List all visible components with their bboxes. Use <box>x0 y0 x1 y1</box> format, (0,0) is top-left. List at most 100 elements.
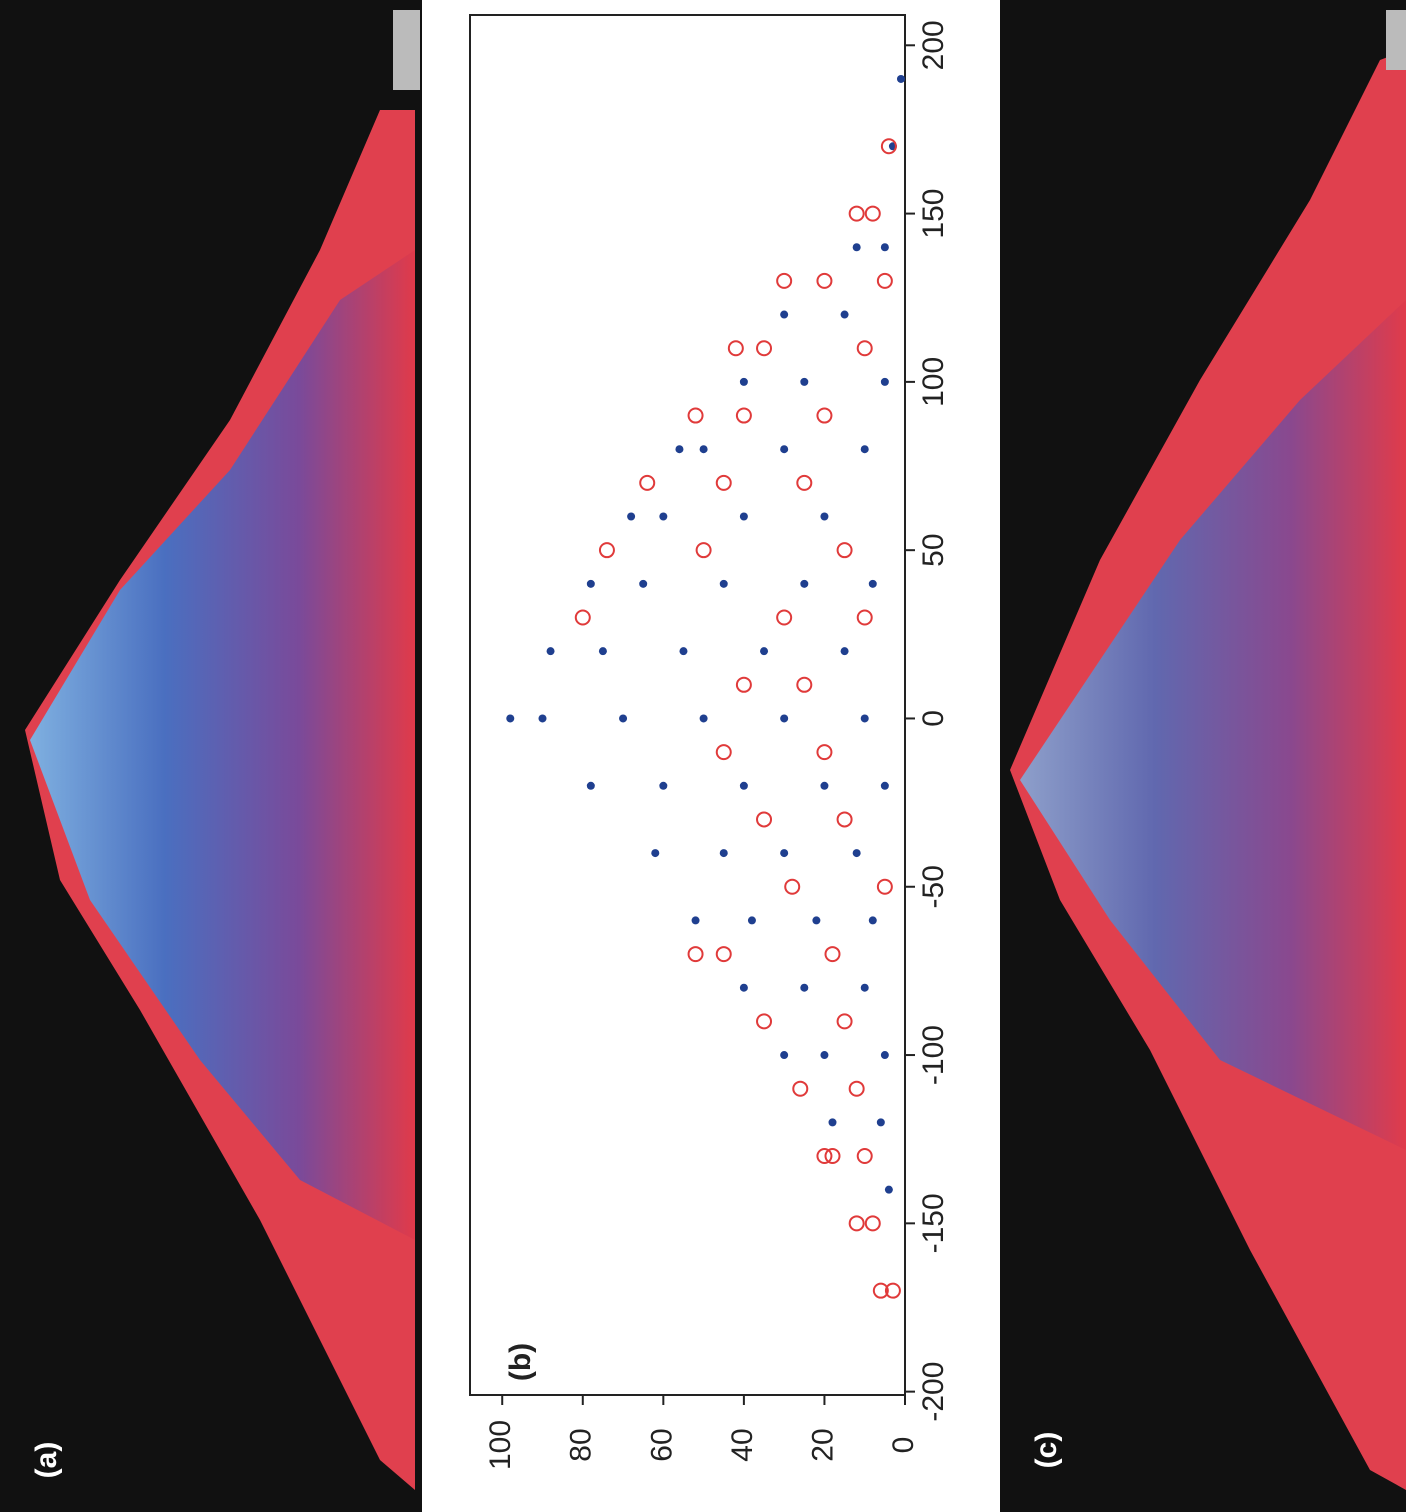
point <box>824 1148 841 1165</box>
x-tick-label: 50 <box>917 533 950 566</box>
point <box>586 579 595 588</box>
x-tick-label: -100 <box>917 1025 950 1085</box>
y-tick-label: 20 <box>806 1428 839 1461</box>
point <box>824 946 841 963</box>
point <box>820 512 829 521</box>
point <box>880 377 889 386</box>
point <box>739 512 748 521</box>
x-tick-label: -150 <box>917 1193 950 1253</box>
plot-frame <box>469 14 906 1396</box>
point <box>812 916 821 925</box>
point <box>699 445 708 454</box>
point <box>695 542 712 559</box>
point <box>756 1013 773 1030</box>
point <box>800 579 809 588</box>
point <box>780 714 789 723</box>
point <box>872 1282 889 1299</box>
point <box>836 811 853 828</box>
x-tick-label: 0 <box>917 710 950 727</box>
point <box>739 983 748 992</box>
point <box>780 849 789 858</box>
point <box>715 474 732 491</box>
point <box>880 781 889 790</box>
scale-bar <box>393 10 420 90</box>
point <box>836 1013 853 1030</box>
point <box>860 714 869 723</box>
point <box>796 676 813 693</box>
point <box>699 714 708 723</box>
point <box>639 579 648 588</box>
point <box>776 609 793 626</box>
point <box>598 542 615 559</box>
point <box>828 1118 837 1127</box>
y-tick-label: 0 <box>887 1437 920 1454</box>
point <box>719 579 728 588</box>
point <box>727 340 744 357</box>
point <box>840 647 849 656</box>
photo-a: (a) <box>0 0 422 1512</box>
scale-bar <box>1386 10 1406 70</box>
y-tick-label: 80 <box>565 1428 598 1461</box>
point <box>816 744 833 761</box>
point <box>864 205 881 222</box>
point <box>627 512 636 521</box>
point <box>860 445 869 454</box>
point <box>884 1282 901 1299</box>
point <box>715 744 732 761</box>
point <box>546 647 555 656</box>
pile-blue <box>1020 300 1406 1150</box>
point <box>816 407 833 424</box>
point <box>848 1080 865 1097</box>
point <box>715 946 732 963</box>
point <box>836 542 853 559</box>
point <box>506 714 515 723</box>
point <box>739 377 748 386</box>
y-tick-label: 60 <box>645 1428 678 1461</box>
x-tick-label: 150 <box>917 189 950 239</box>
point <box>864 1215 881 1232</box>
point <box>780 445 789 454</box>
point <box>574 609 591 626</box>
point <box>659 781 668 790</box>
point <box>880 138 897 155</box>
point <box>776 272 793 289</box>
point <box>800 983 809 992</box>
point <box>792 1080 809 1097</box>
point <box>880 1051 889 1060</box>
point <box>796 474 813 491</box>
point <box>675 445 684 454</box>
y-tick-label: 100 <box>484 1420 517 1470</box>
point <box>760 647 769 656</box>
point <box>876 1118 885 1127</box>
point <box>820 1051 829 1060</box>
point <box>659 512 668 521</box>
point <box>816 272 833 289</box>
point <box>780 1051 789 1060</box>
point <box>848 205 865 222</box>
panel-label: (c) <box>1030 1432 1063 1469</box>
point <box>820 781 829 790</box>
point <box>848 1215 865 1232</box>
panel-label: (a) <box>30 1442 63 1479</box>
point <box>756 340 773 357</box>
point <box>735 676 752 693</box>
point <box>868 579 877 588</box>
point <box>860 983 869 992</box>
point <box>538 714 547 723</box>
y-tick-label: 40 <box>726 1428 759 1461</box>
x-tick-label: 100 <box>917 357 950 407</box>
point <box>884 1185 893 1194</box>
pile-blue <box>30 250 415 1240</box>
point <box>586 781 595 790</box>
point <box>852 243 861 252</box>
point <box>784 878 801 895</box>
point <box>691 916 700 925</box>
x-tick-label: -50 <box>917 865 950 908</box>
point <box>876 272 893 289</box>
point <box>687 407 704 424</box>
point <box>747 916 756 925</box>
point <box>719 849 728 858</box>
point <box>868 916 877 925</box>
point <box>800 377 809 386</box>
